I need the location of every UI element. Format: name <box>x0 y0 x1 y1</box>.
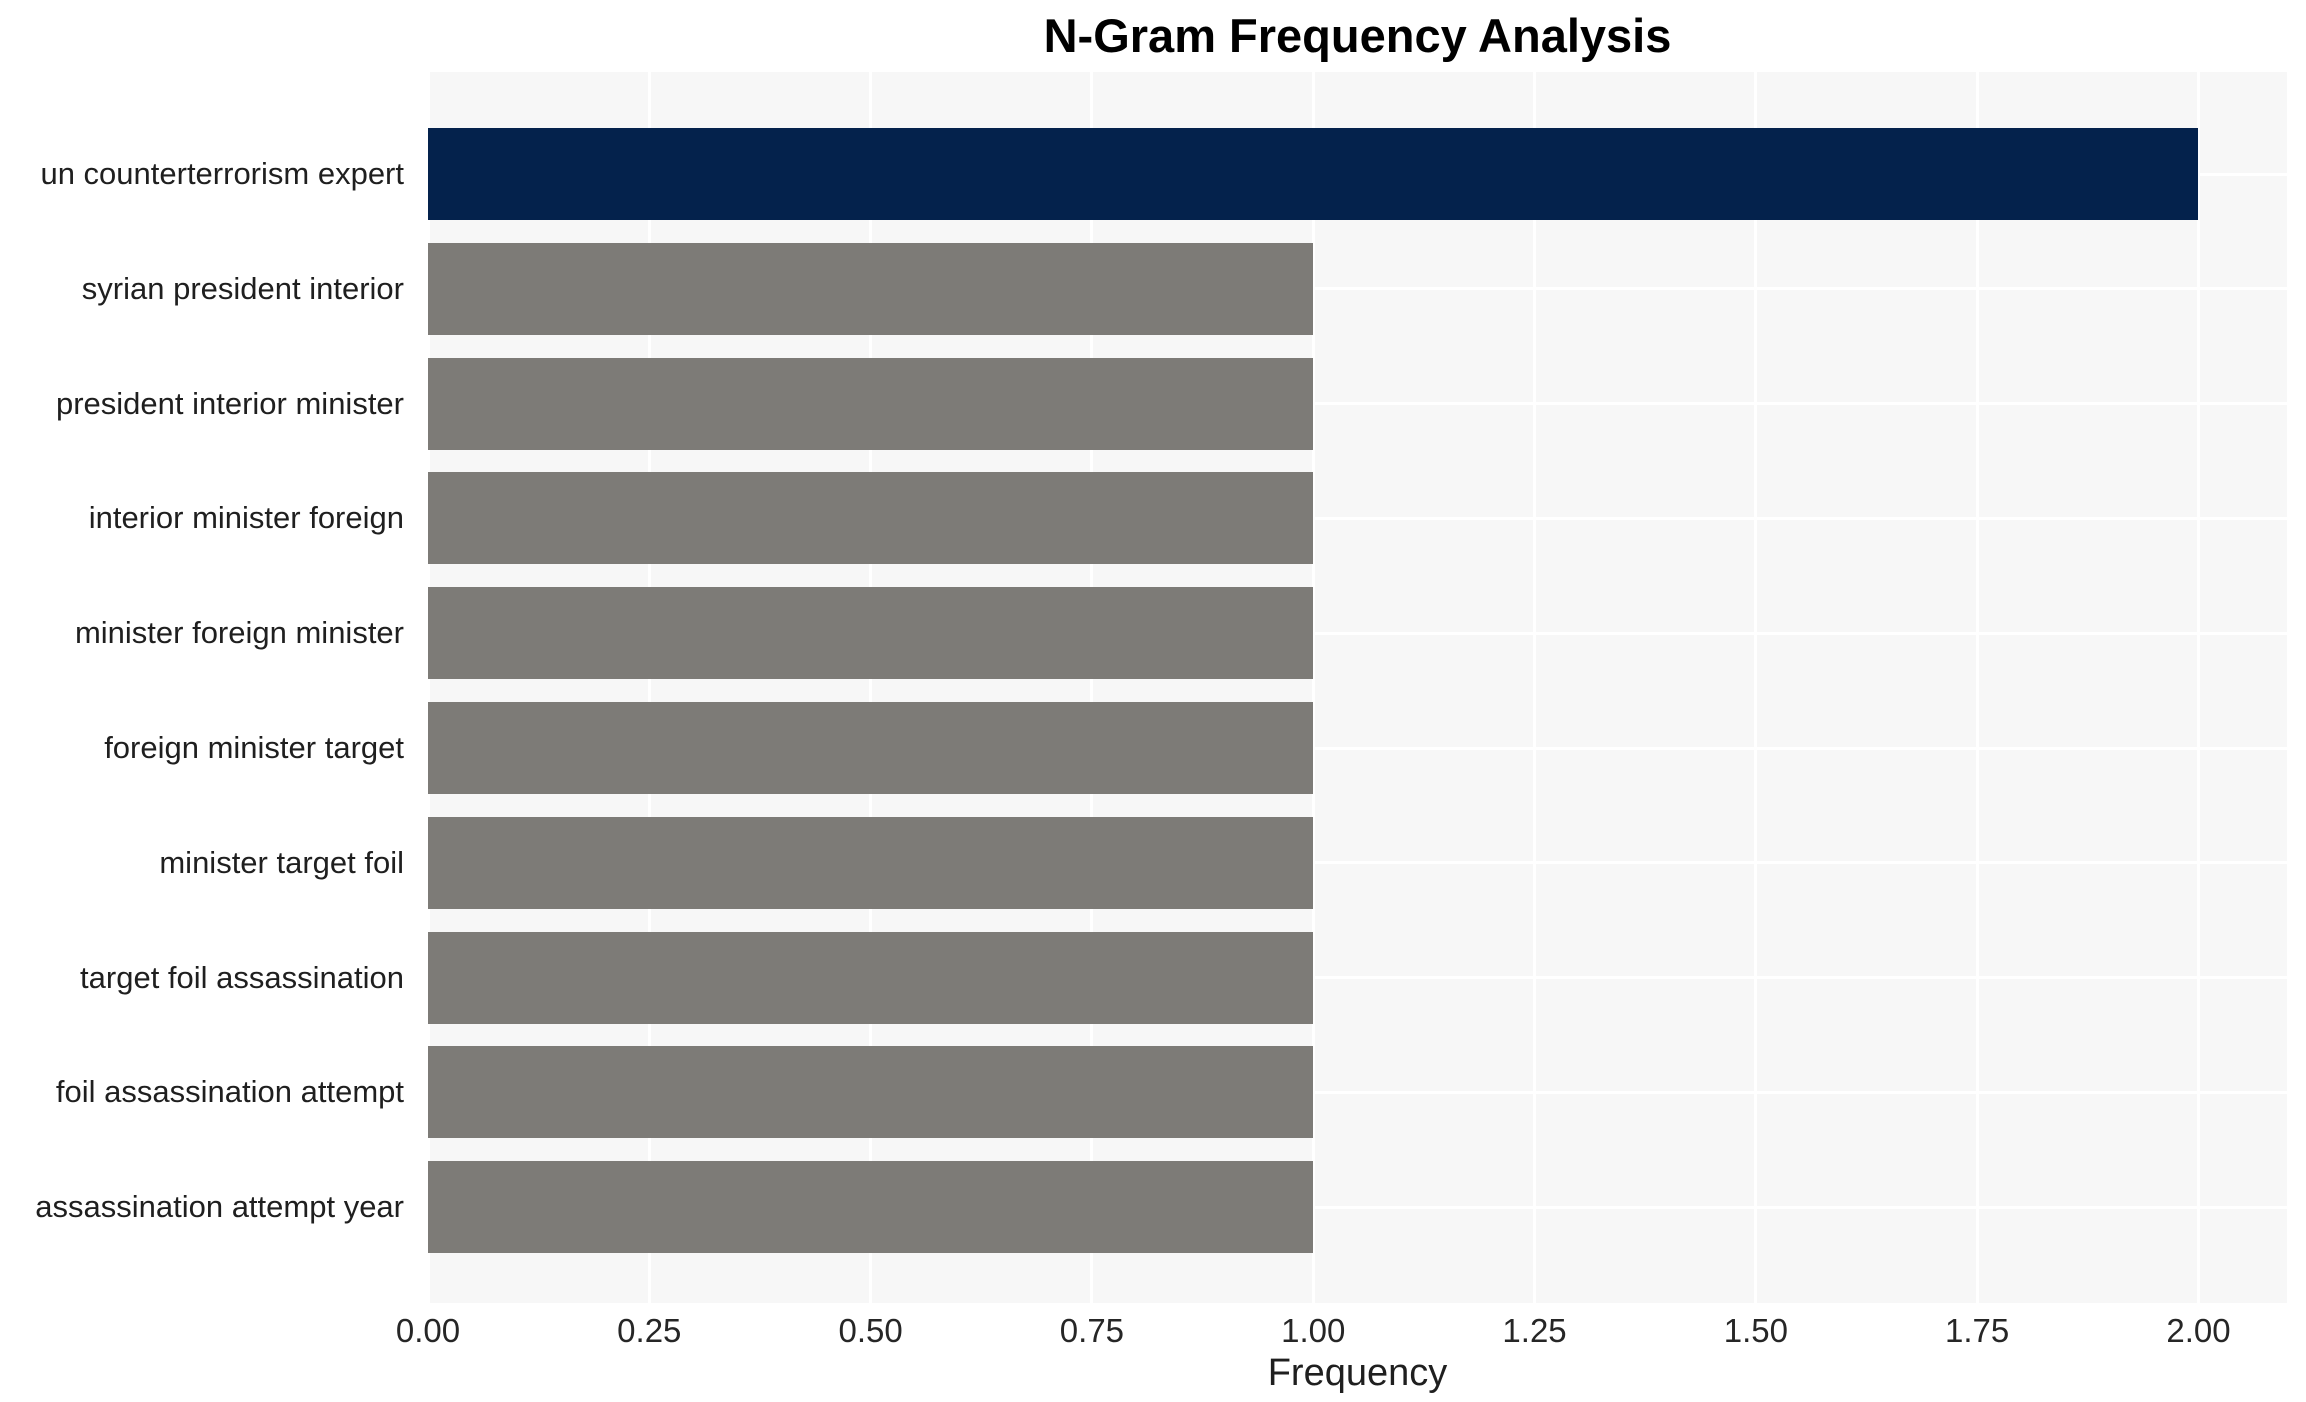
x-axis-tick-labels: 0.00 0.25 0.50 0.75 1.00 1.25 1.50 1.75 2.00 <box>0 1312 2306 1356</box>
x-tick-label: 2.00 <box>2166 1312 2231 1349</box>
horizontal-gridline <box>428 861 2287 865</box>
x-tick-label: 0.25 <box>617 1312 682 1349</box>
y-tick-label: interior minister foreign <box>88 500 404 536</box>
vertical-gridline <box>1754 72 1758 1303</box>
y-tick-label: assassination attempt year <box>35 1189 404 1225</box>
y-tick-label: syrian president interior <box>81 270 404 306</box>
x-tick-label: 1.75 <box>1945 1312 2010 1349</box>
y-tick-label: minister target foil <box>159 844 404 880</box>
vertical-gridline <box>426 72 430 1303</box>
bar-minister-foreign-minister <box>428 587 1314 680</box>
vertical-gridline <box>1533 72 1537 1303</box>
horizontal-gridline <box>428 516 2287 520</box>
bar-target-foil-assassination <box>428 931 1314 1024</box>
vertical-gridline <box>2196 72 2200 1303</box>
bar-un-counterterrorism-expert <box>428 128 2199 220</box>
horizontal-gridline <box>428 746 2287 750</box>
x-tick-label: 1.50 <box>1723 1312 1788 1349</box>
y-tick-label: minister foreign minister <box>74 615 404 651</box>
x-tick-label: 1.25 <box>1502 1312 1567 1349</box>
horizontal-gridline <box>428 1090 2287 1094</box>
y-tick-label: foreign minister target <box>104 730 404 765</box>
horizontal-gridline <box>428 287 2287 291</box>
y-tick-label: un counterterrorism expert <box>40 156 404 191</box>
vertical-gridline <box>647 72 651 1303</box>
vertical-gridline <box>1090 72 1094 1303</box>
x-tick-label: 0.50 <box>838 1312 903 1349</box>
bar-foil-assassination-attempt <box>428 1046 1314 1139</box>
vertical-gridline <box>1311 72 1315 1303</box>
vertical-gridline <box>869 72 873 1303</box>
x-tick-label: 0.00 <box>395 1312 461 1349</box>
bar-president-interior-minister <box>428 357 1314 450</box>
horizontal-gridline <box>428 631 2287 635</box>
vertical-gridline <box>1975 72 1979 1303</box>
horizontal-gridline <box>428 1205 2287 1209</box>
horizontal-gridline <box>428 402 2287 406</box>
bar-foreign-minister-target <box>428 702 1314 794</box>
y-tick-label: target foil assassination <box>80 959 404 995</box>
bar-syrian-president-interior <box>428 242 1314 335</box>
bar-interior-minister-foreign <box>428 472 1314 565</box>
y-tick-label: foil assassination attempt <box>55 1074 404 1110</box>
bar-assassination-attempt-year <box>428 1161 1314 1254</box>
x-tick-label: 0.75 <box>1059 1312 1125 1349</box>
x-tick-label: 1.00 <box>1281 1312 1346 1349</box>
y-tick-label: president interior minister <box>55 385 404 421</box>
bar-minister-target-foil <box>428 816 1314 909</box>
x-axis-title: Frequency <box>1267 1352 1448 1394</box>
plot-area <box>426 72 2287 1303</box>
chart-title: N-Gram Frequency Analysis <box>1043 9 1672 62</box>
y-axis-labels: un counterterrorism expert syrian preside… <box>0 72 416 1303</box>
horizontal-gridline <box>428 976 2287 980</box>
